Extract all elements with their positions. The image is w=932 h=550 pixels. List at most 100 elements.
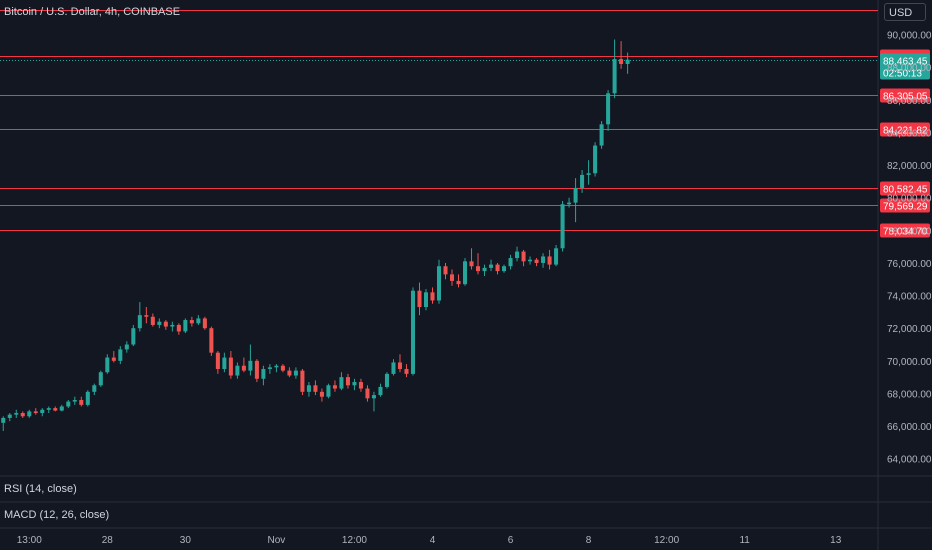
candle[interactable] xyxy=(365,385,370,402)
candle[interactable] xyxy=(423,289,429,311)
candle[interactable] xyxy=(384,372,389,389)
candle[interactable] xyxy=(27,409,32,418)
candle[interactable] xyxy=(176,323,181,335)
candle[interactable] xyxy=(222,352,227,373)
candle[interactable] xyxy=(46,406,51,414)
candle[interactable] xyxy=(358,378,363,392)
candle[interactable] xyxy=(378,383,383,397)
candle[interactable] xyxy=(521,249,526,267)
candle[interactable] xyxy=(53,406,58,412)
candle[interactable] xyxy=(66,399,71,409)
candle[interactable] xyxy=(449,269,455,286)
macd-pane-label[interactable]: MACD (12, 26, close) xyxy=(4,509,110,521)
candle[interactable] xyxy=(580,169,585,193)
candle[interactable] xyxy=(85,390,90,407)
candle[interactable] xyxy=(7,413,12,422)
candle[interactable] xyxy=(118,346,123,365)
candle[interactable] xyxy=(313,380,318,396)
candle[interactable] xyxy=(287,367,292,378)
candle[interactable] xyxy=(306,382,311,397)
candle[interactable] xyxy=(606,90,611,131)
candle[interactable] xyxy=(267,364,272,374)
candle[interactable] xyxy=(150,313,155,327)
candle[interactable] xyxy=(274,364,279,373)
candle[interactable] xyxy=(586,160,591,185)
candle[interactable] xyxy=(170,321,175,332)
candle[interactable] xyxy=(410,287,416,376)
candle[interactable] xyxy=(397,354,402,373)
candle[interactable] xyxy=(196,315,201,325)
candle[interactable] xyxy=(280,364,285,373)
candle[interactable] xyxy=(144,307,149,324)
candle[interactable] xyxy=(72,396,77,405)
candle[interactable] xyxy=(332,380,337,392)
candle[interactable] xyxy=(20,411,25,418)
candle[interactable] xyxy=(1,416,6,431)
level-tag[interactable] xyxy=(880,181,930,196)
candle[interactable] xyxy=(404,364,409,378)
candle[interactable] xyxy=(14,409,19,418)
candle[interactable] xyxy=(573,178,578,223)
candle[interactable] xyxy=(482,264,487,277)
candle[interactable] xyxy=(300,368,305,396)
candle[interactable] xyxy=(534,258,539,267)
candle[interactable] xyxy=(131,324,136,347)
candle[interactable] xyxy=(560,200,565,252)
candle[interactable] xyxy=(339,372,344,391)
candle[interactable] xyxy=(235,362,240,379)
horizontal-levels[interactable]: 88,674.6886,305.0584,221.8280,582.4579,5… xyxy=(0,10,930,238)
candle[interactable] xyxy=(98,370,103,387)
level-tag[interactable] xyxy=(880,88,930,103)
candle[interactable] xyxy=(541,253,546,268)
candle[interactable] xyxy=(163,320,168,330)
currency-button[interactable]: USD xyxy=(884,3,926,21)
candle[interactable] xyxy=(547,249,552,270)
candle[interactable] xyxy=(33,408,38,415)
candle[interactable] xyxy=(502,264,507,273)
candles[interactable] xyxy=(1,39,630,431)
candle[interactable] xyxy=(209,326,214,356)
candle[interactable] xyxy=(202,316,207,330)
level-tag[interactable] xyxy=(880,223,930,238)
candle[interactable] xyxy=(248,344,253,376)
candle[interactable] xyxy=(417,282,422,316)
candle[interactable] xyxy=(124,341,129,353)
candle[interactable] xyxy=(593,142,598,177)
candle[interactable] xyxy=(567,197,572,208)
candle[interactable] xyxy=(554,245,559,267)
level-tag[interactable] xyxy=(880,122,930,137)
candle[interactable] xyxy=(515,246,520,262)
rsi-pane-label[interactable]: RSI (14, close) xyxy=(4,483,77,495)
candle[interactable] xyxy=(319,388,324,402)
candle[interactable] xyxy=(345,373,350,389)
candle[interactable] xyxy=(456,274,461,288)
price-axis[interactable]: 64,000.00 66,000.00 68,000.00 70,000.00 72,0… xyxy=(887,31,932,466)
candle[interactable] xyxy=(462,258,468,286)
candle[interactable] xyxy=(215,351,220,374)
candle[interactable] xyxy=(528,256,533,265)
candle[interactable] xyxy=(189,316,194,327)
candle[interactable] xyxy=(619,41,624,69)
time-axis[interactable]: 13:00 28 30 Nov 12:00 4 6 8 12:00 11 13 xyxy=(17,535,842,546)
candle[interactable] xyxy=(443,262,448,280)
candle[interactable] xyxy=(326,383,331,399)
candle[interactable] xyxy=(469,248,474,270)
candle[interactable] xyxy=(261,365,266,386)
candle[interactable] xyxy=(371,391,376,412)
candle[interactable] xyxy=(92,383,97,396)
candle[interactable] xyxy=(183,318,188,334)
candle[interactable] xyxy=(436,259,442,304)
candle[interactable] xyxy=(495,262,500,275)
candle[interactable] xyxy=(105,354,110,374)
candle[interactable] xyxy=(476,253,481,275)
candle[interactable] xyxy=(79,396,84,407)
candle[interactable] xyxy=(137,302,142,332)
candle[interactable] xyxy=(391,359,396,376)
candle[interactable] xyxy=(59,404,64,412)
candle[interactable] xyxy=(489,259,494,272)
last-price-tag[interactable] xyxy=(880,53,930,80)
candle[interactable] xyxy=(599,121,604,149)
candle[interactable] xyxy=(625,52,630,74)
level-tag[interactable] xyxy=(880,198,930,213)
